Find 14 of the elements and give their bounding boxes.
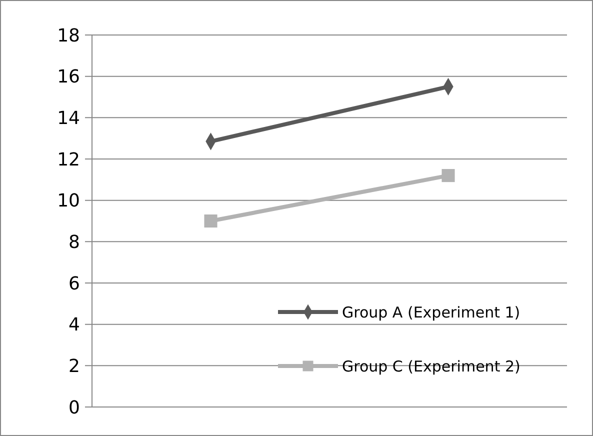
y-tick-label: 14 (57, 108, 80, 129)
y-tick-label: 8 (68, 232, 80, 253)
y-tick-label: 0 (68, 397, 80, 418)
y-tick-label: 2 (68, 356, 80, 377)
y-tick-label: 16 (57, 66, 80, 88)
point (204, 214, 218, 228)
legend-label: Group C (Experiment 2) (342, 357, 520, 376)
y-tick-label: 18 (57, 25, 80, 46)
legend-label: Group A (Experiment 1) (342, 303, 520, 322)
point (442, 169, 455, 182)
y-tick-label: 6 (68, 273, 80, 294)
y-tick-label: 4 (68, 314, 80, 336)
y-tick-label: 12 (57, 149, 80, 170)
y-tick-label: 10 (57, 190, 80, 212)
